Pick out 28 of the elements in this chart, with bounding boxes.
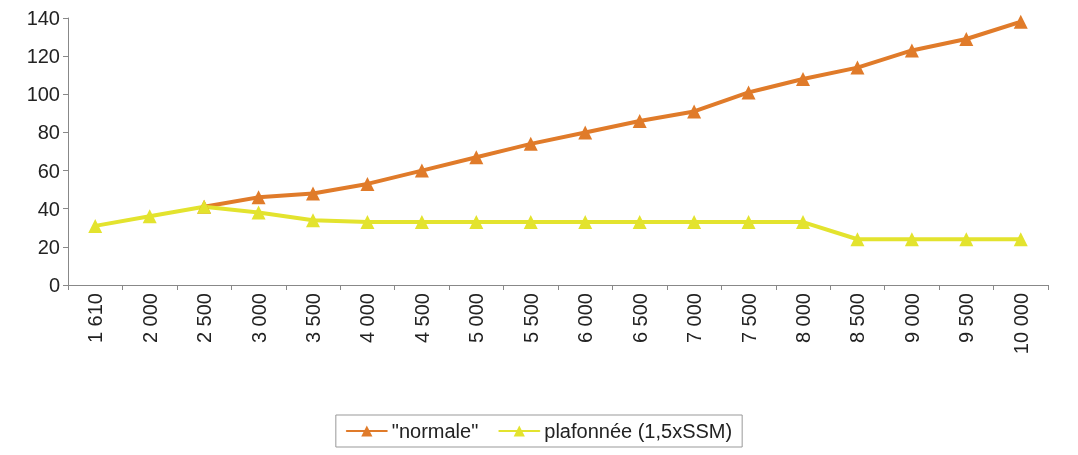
x-tick-label: 7 000	[683, 293, 706, 344]
y-tick-label: 80	[37, 121, 60, 144]
x-tick-label: 9 500	[955, 293, 978, 344]
x-tick-label: 5 500	[519, 293, 542, 344]
x-tick-label: 4 000	[356, 293, 379, 344]
x-tick-label: 7 500	[737, 293, 760, 344]
x-tick-label: 5 000	[465, 293, 488, 344]
y-tick-label: 20	[37, 235, 60, 258]
y-tick-label: 60	[37, 159, 60, 182]
x-tick-label: 10 000	[1009, 293, 1032, 355]
x-tick-label: 6 000	[574, 293, 597, 344]
legend-label: "normale"	[391, 420, 479, 442]
x-tick-label: 2 500	[193, 293, 216, 344]
x-tick-label: 9 000	[900, 293, 923, 344]
y-tick-label: 100	[26, 83, 60, 106]
y-tick-label: 140	[26, 7, 60, 29]
x-tick-label: 3 000	[247, 293, 270, 344]
x-tick-label: 3 500	[302, 293, 324, 344]
y-tick-label: 120	[26, 45, 60, 68]
y-tick-label: 0	[48, 274, 60, 296]
x-tick-label: 1 610	[84, 293, 107, 344]
y-tick-label: 40	[37, 197, 60, 220]
x-tick-label: 2 000	[138, 293, 161, 344]
x-tick-label: 6 500	[628, 293, 651, 344]
x-tick-label: 8 500	[846, 293, 869, 344]
legend-label: plafonnée (1,5xSSM)	[544, 420, 733, 442]
x-tick-label: 8 000	[792, 293, 814, 344]
x-tick-label: 4 500	[410, 293, 433, 344]
